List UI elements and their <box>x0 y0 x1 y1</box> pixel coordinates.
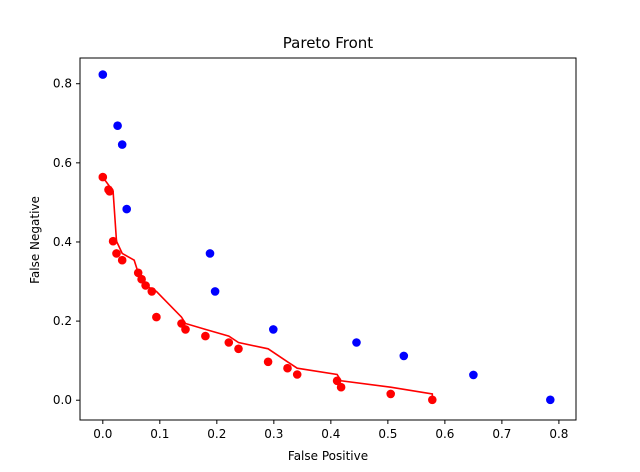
data-point-s1-7 <box>137 274 146 284</box>
x-tick-label-6: 0.6 <box>435 427 454 441</box>
x-tick-label-8: 0.8 <box>549 427 568 441</box>
data-point-s1-15 <box>234 344 243 354</box>
data-point-s0-1 <box>113 121 122 130</box>
data-point-s1-6 <box>133 268 143 278</box>
plot-frame <box>79 57 577 421</box>
y-tick-label-0: 0.0 <box>53 393 72 407</box>
data-point-s0-9 <box>469 370 478 380</box>
plot-area: 0.0 0.1 0.2 0.3 0.4 0.5 0.6 0.7 0.8 0.0 0.2 0.4 0.6 0… <box>53 57 577 441</box>
data-point-s1-17 <box>283 363 292 373</box>
data-point-s0-6 <box>269 325 278 334</box>
data-point-s1-18 <box>292 370 302 379</box>
y-tick-label-4: 0.8 <box>53 77 72 91</box>
x-tick-label-3: 0.3 <box>264 427 283 441</box>
data-point-s1-10 <box>152 312 161 322</box>
x-tick-label-4: 0.4 <box>321 427 340 441</box>
data-point-s0-5 <box>210 287 220 296</box>
data-point-s0-2 <box>117 140 127 149</box>
data-point-s1-5 <box>117 255 127 265</box>
y-tick-label-2: 0.4 <box>53 235 72 249</box>
y-tick-label-3: 0.6 <box>53 156 72 170</box>
data-point-s0-7 <box>352 338 361 347</box>
x-tick-label-2: 0.2 <box>207 427 226 441</box>
y-axis-label: False Negative <box>28 196 42 284</box>
x-tick-label-0: 0.0 <box>93 427 112 441</box>
data-point-s1-21 <box>386 389 396 399</box>
data-point-s0-4 <box>205 249 215 258</box>
data-point-s1-20 <box>336 382 346 392</box>
data-point-s1-13 <box>201 331 210 341</box>
data-point-s1-3 <box>108 236 118 246</box>
x-tick-label-5: 0.5 <box>378 427 397 441</box>
data-point-s0-0 <box>98 70 108 79</box>
y-tick-label-1: 0.2 <box>53 314 72 328</box>
data-point-s1-4 <box>112 249 121 258</box>
data-point-s0-3 <box>122 204 131 214</box>
data-point-s1-9 <box>147 287 157 296</box>
x-axis-label: False Positive <box>288 449 368 463</box>
chart-title: Pareto Front <box>283 34 374 52</box>
data-point-s0-8 <box>399 351 409 361</box>
data-point-s1-2 <box>105 187 114 196</box>
data-point-s1-14 <box>224 338 234 347</box>
x-tick-label-1: 0.1 <box>150 427 169 441</box>
data-point-s1-16 <box>263 357 273 367</box>
data-point-s1-8 <box>141 281 150 290</box>
x-tick-label-7: 0.7 <box>492 427 511 441</box>
data-point-s1-19 <box>332 376 342 386</box>
data-point-s0-10 <box>546 395 555 405</box>
data-point-s1-12 <box>181 325 190 334</box>
data-point-s1-22 <box>428 395 437 405</box>
data-point-s1-0 <box>98 172 108 182</box>
